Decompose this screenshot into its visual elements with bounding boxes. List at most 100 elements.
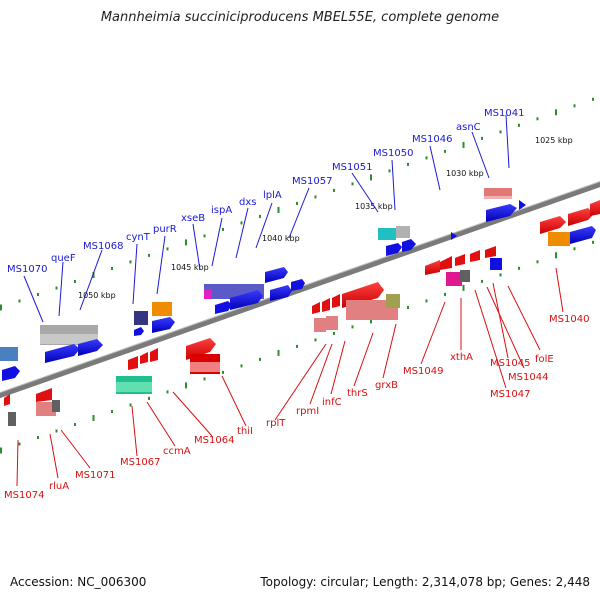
gene-block [346,300,398,320]
gene-arrow [540,216,566,234]
gene-label: MS1049 [403,366,443,377]
gene-block [386,294,400,308]
gene-arrow [322,298,330,312]
tick-mark [444,292,446,296]
gene-arrow [36,388,52,402]
gene-label: MS1067 [120,457,160,468]
gene-label: MS1068 [83,241,123,252]
kbp-label: 1050 kbp [78,291,116,300]
gene-block [484,196,512,199]
gene-arrow [140,352,148,364]
gene-block [134,311,148,325]
kbp-label: 1045 kbp [171,263,209,272]
tick-mark [148,253,150,257]
tick-mark [277,206,280,213]
tick-mark [573,104,576,108]
gene-block [378,228,396,240]
gene-label: MS1064 [194,435,234,446]
genome-summary-text: Topology: circular; Length: 2,314,078 bp… [260,575,590,589]
tick-mark [222,370,224,374]
gene-arrow [152,317,175,333]
gene-arrow [486,204,517,222]
tick-mark [240,221,243,225]
gene-arrow [270,285,292,301]
gene-label: rplT [266,418,286,429]
tick-mark [499,273,502,277]
gene-label: MS1040 [549,314,589,325]
tick-mark [296,201,298,205]
tick-mark [518,266,520,270]
genome-title: Mannheimia succiniciproducens MBEL55E, c… [100,10,500,25]
gene-arrow [150,348,158,362]
gene-label: thiI [237,426,253,437]
gene-label: infC [322,397,342,408]
gene-label: rluA [49,481,69,492]
tick-mark [37,436,39,439]
reverse-gene-labels: MS1040 folE MS1045 MS1044 MS1047 xthA MS… [4,314,589,501]
gene-arrow [134,327,144,336]
gene-label: ccmA [163,446,191,457]
tick-mark [18,299,21,303]
tick-mark [37,293,39,296]
gene-block [490,258,502,270]
gene-label: queF [51,253,76,264]
gene-arrow [485,246,496,258]
tick-mark [425,299,428,303]
gene-arrow [45,344,80,363]
tick-mark [314,338,317,342]
gene-arrow [402,239,416,252]
reverse-features [4,200,600,426]
tick-mark [74,423,76,426]
gene-label: grxB [375,380,398,391]
tick-mark [518,123,520,127]
gene-label: MS1070 [7,264,47,275]
tick-mark [462,284,465,291]
tick-mark [185,239,187,246]
tick-mark [92,415,95,421]
gene-block [0,347,18,361]
tick-mark [74,280,76,283]
gene-label: MS1041 [484,108,524,119]
tick-mark [0,447,2,454]
tick-mark [555,109,557,116]
tick-mark [462,141,465,148]
gene-arrow [386,243,402,256]
tick-mark [129,403,132,407]
tick-mark [0,304,2,311]
tick-mark [499,130,502,134]
tick-mark [592,240,594,244]
tick-mark [573,247,576,251]
backbone-line [0,181,600,399]
tick-mark [425,156,428,160]
gene-label: MS1045 [490,358,530,369]
tick-mark [55,286,58,290]
gene-block [116,382,152,392]
tick-mark [277,349,280,356]
tick-mark [185,382,187,389]
gene-block [40,334,98,344]
gene-block [152,302,172,316]
gene-arrow [291,279,305,291]
tick-mark [92,272,95,278]
tick-mark [222,227,224,231]
tick-mark [333,331,335,335]
gene-arrow [4,394,10,406]
tick-mark [166,390,169,394]
gene-arrow [2,366,20,381]
tick-mark [592,97,594,101]
gene-label: cynT [126,232,151,243]
tick-mark [481,136,483,140]
tick-mark [370,174,372,181]
gene-block [314,318,326,332]
gene-label: ispA [211,205,232,216]
tick-mark [166,247,169,251]
tick-mark [203,377,206,381]
forward-gene-labels: MS1041 asnC MS1046 MS1050 MS1051 MS1057 … [7,108,524,275]
gene-label: purR [153,224,177,235]
forward-leader-lines [23,114,510,323]
gene-label: asnC [456,122,481,133]
gene-arrow [332,294,340,308]
gene-label: MS1051 [332,162,372,173]
gene-arrow [215,301,232,314]
tick-mark [111,410,113,413]
